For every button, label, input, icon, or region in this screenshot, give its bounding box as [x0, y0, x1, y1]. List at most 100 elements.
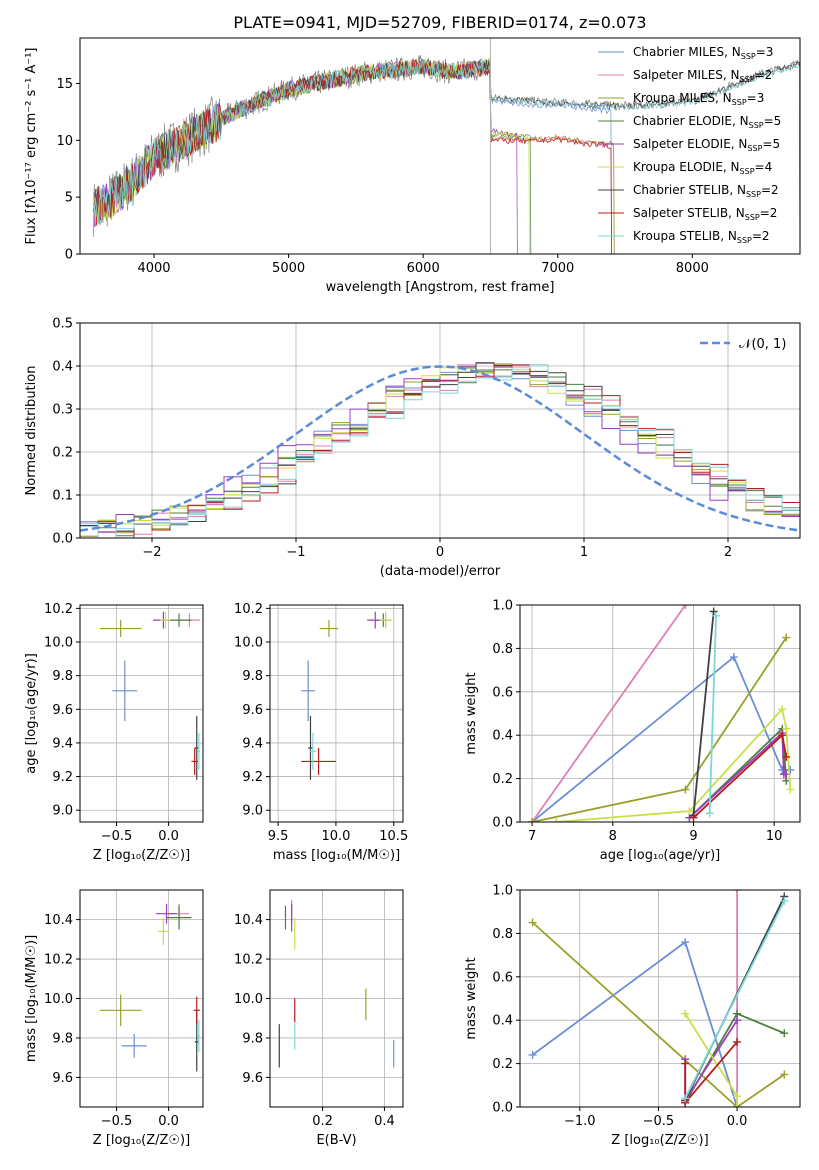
x-tick-label: 0.4: [374, 1114, 395, 1129]
y-tick-label: 0.3: [52, 403, 73, 418]
x-tick-label: 5000: [272, 261, 305, 276]
x-tick-label: 0.0: [727, 1114, 748, 1129]
mass-weight-marker: [712, 611, 721, 620]
panel-spectrum: 4000 5000 6000 7000 8000 0 5 10 15 wavelength [An…: [24, 37, 801, 295]
mass-weight-marker: [782, 752, 791, 761]
x-tick-label: 7000: [541, 261, 574, 276]
x-tick-label: 10.5: [379, 829, 408, 844]
y-tick-label: 9.8: [52, 1031, 73, 1046]
y-tick-label: 0.2: [492, 1057, 513, 1072]
mass-weight-marker: [552, 818, 561, 822]
mass-weight-marker: [681, 785, 690, 794]
x-axis-label: Z [log₁₀(Z/Z☉)]: [93, 1133, 190, 1148]
plot-area: [99, 611, 200, 780]
y-tick-label: 0: [65, 248, 73, 263]
legend-label: Salpeter STELIB, NSSP=2: [633, 206, 777, 222]
mass-weight-marker: [681, 605, 690, 609]
y-tick-label: 1.0: [492, 884, 513, 899]
y-tick-label: 10.2: [44, 953, 73, 968]
residual-histogram: [80, 362, 800, 532]
y-tick-label: 9.2: [242, 770, 263, 785]
x-tick-label: 0.0: [158, 1114, 179, 1129]
legend-label: Chabrier ELODIE, NSSP=5: [633, 114, 781, 130]
x-tick-label: −0.5: [643, 1114, 675, 1129]
y-tick-label: 10.2: [234, 602, 263, 617]
y-tick-label: 0.4: [492, 729, 513, 744]
panel-residuals: −2 −1 0 1 2 0.0 0.1 0.2 0.3 0.4 0.5 (data-model)/er…: [24, 317, 801, 579]
y-tick-label: 10.0: [234, 636, 263, 651]
y-tick-label: 10.0: [44, 992, 73, 1007]
y-tick-label: 10.2: [44, 602, 73, 617]
mass-weight-line: [531, 655, 791, 822]
y-tick-label: 0.4: [492, 1014, 513, 1029]
y-axis-label: mass weight: [464, 672, 479, 754]
mass-weight-line: [684, 900, 786, 1099]
x-tick-label: 10: [766, 829, 783, 844]
x-tick-label: 0.0: [158, 829, 179, 844]
y-tick-label: 10.0: [234, 992, 263, 1007]
mass-weight-marker: [780, 1070, 789, 1079]
y-tick-label: 10.0: [44, 636, 73, 651]
y-tick-label: 9.6: [52, 1071, 73, 1086]
panel-mass_vs_Z: −0.5 0.0 9.6 9.8 10.0 10.2 10.4 Z [log₁₀(Z/Z☉)]…: [24, 889, 204, 1148]
axes-frame: [519, 889, 801, 1108]
y-tick-label: 0.8: [492, 642, 513, 657]
x-tick-label: 0: [436, 545, 444, 560]
y-tick-label: 0.6: [492, 685, 513, 700]
legend-label: Chabrier MILES, NSSP=3: [633, 45, 773, 61]
mass-weight-marker: [681, 1094, 690, 1103]
y-tick-label: 9.4: [52, 736, 73, 751]
x-tick-label: 10.0: [321, 829, 350, 844]
y-tick-label: 15: [56, 77, 73, 92]
mass-weight-marker: [782, 724, 791, 733]
mass-weight-marker: [778, 705, 787, 714]
residual-histogram: [80, 364, 800, 538]
y-tick-label: 9.6: [242, 703, 263, 718]
mass-weight-marker: [782, 633, 791, 642]
x-axis-label: E(B-V): [316, 1133, 356, 1148]
x-axis-label: wavelength [Angstrom, rest frame]: [326, 280, 555, 295]
mass-weight-marker: [528, 818, 537, 822]
plot-area: [80, 362, 800, 538]
mass-weight-marker: [786, 765, 795, 774]
mass-weight-marker: [733, 1016, 742, 1025]
x-tick-label: −0.5: [101, 829, 133, 844]
mass-weight-line: [556, 707, 792, 822]
spectrum-model-line: [93, 57, 800, 254]
axes-frame: [79, 889, 204, 1108]
mass-weight-line: [684, 1041, 738, 1106]
y-tick-label: 9.4: [242, 736, 263, 751]
x-tick-label: 8000: [676, 261, 709, 276]
legend-label: 𝒩(0, 1): [739, 337, 786, 352]
axes-frame: [519, 604, 801, 823]
y-axis-label: age [log₁₀(age/yr)]: [24, 653, 39, 774]
y-tick-label: 9.6: [52, 703, 73, 718]
panel-age_vs_Z: −0.5 0.0 9.0 9.2 9.4 9.6 9.8 10.0 10.2 Z [log₁₀(Z…: [24, 602, 204, 863]
y-tick-label: 0.0: [492, 1101, 513, 1116]
x-tick-label: −1: [286, 545, 305, 560]
mass-weight-line: [708, 615, 717, 814]
mass-weight-marker: [780, 896, 789, 905]
x-tick-label: 9: [689, 829, 697, 844]
y-tick-label: 9.8: [52, 669, 73, 684]
mass-weight-marker: [729, 653, 738, 662]
mass-weight-marker: [780, 1029, 789, 1038]
x-tick-label: 7: [528, 829, 536, 844]
mass-weight-line: [531, 637, 788, 822]
x-tick-label: 9.5: [268, 829, 289, 844]
plot-area: [528, 890, 789, 1107]
mass-weight-marker: [689, 813, 698, 822]
mass-weight-marker: [681, 1009, 690, 1018]
mass-weight-marker: [681, 938, 690, 947]
x-axis-label: Z [log₁₀(Z/Z☉)]: [93, 848, 190, 863]
y-tick-label: 0.1: [52, 489, 73, 504]
axes-frame: [79, 322, 801, 539]
y-tick-label: 9.0: [242, 804, 263, 819]
y-tick-label: 0.8: [492, 927, 513, 942]
y-tick-label: 5: [65, 191, 73, 206]
mass-weight-marker: [685, 807, 694, 816]
panel-weight_vs_age: 7 8 9 10 0.0 0.2 0.4 0.6 0.8 1.0 age [log₁₀(age/yr…: [464, 599, 801, 863]
mass-weight-marker: [786, 785, 795, 794]
y-tick-label: 0.0: [492, 816, 513, 831]
